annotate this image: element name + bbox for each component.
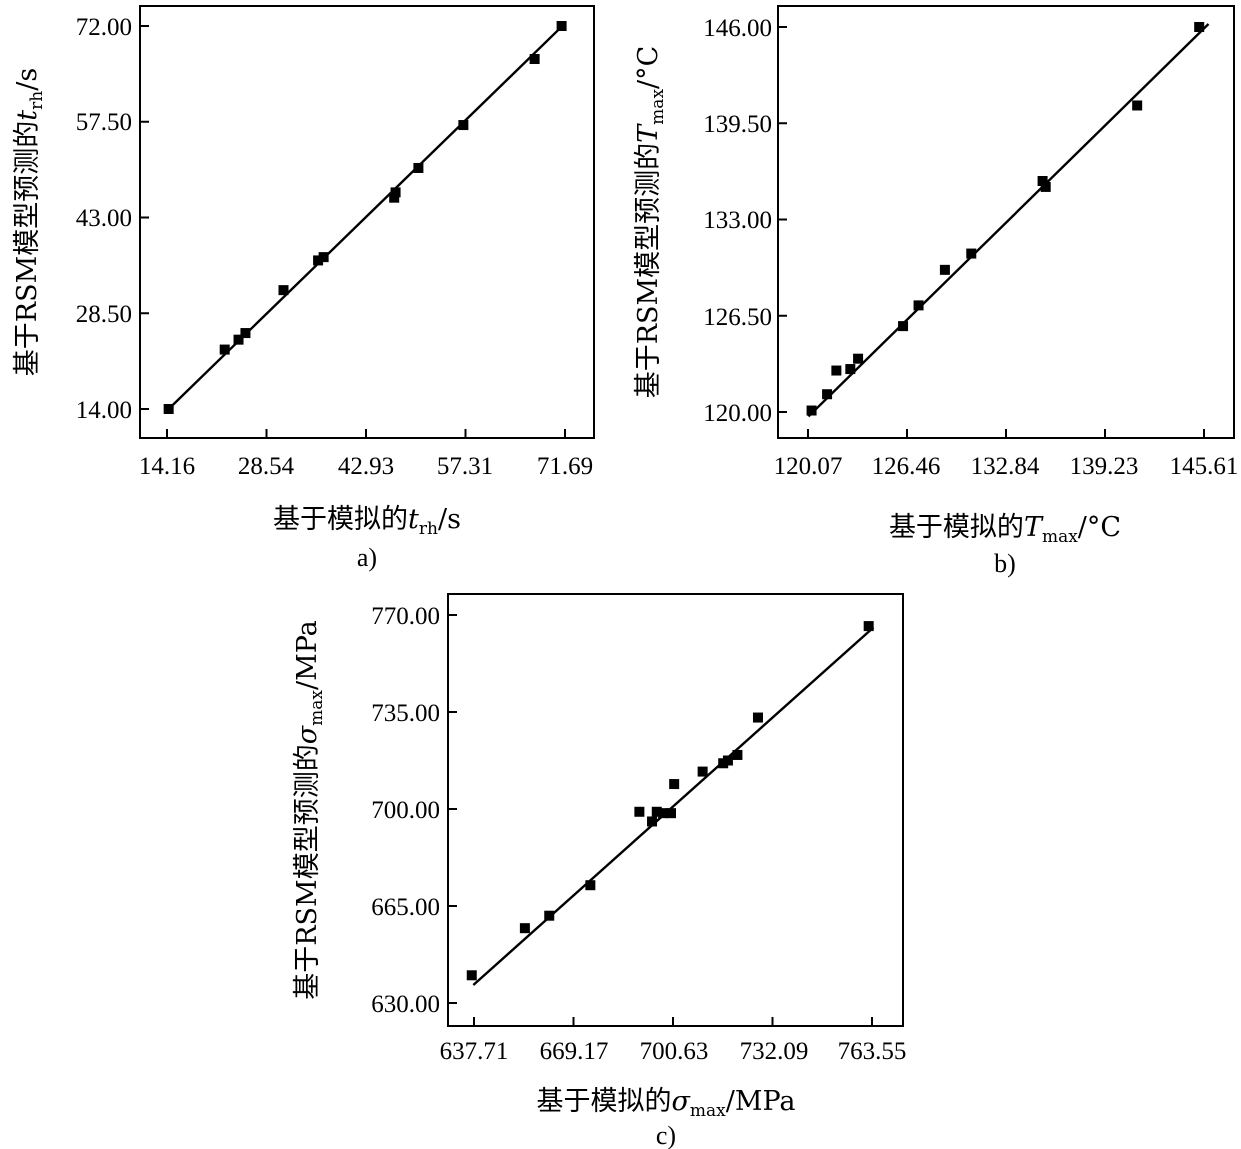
data-point — [669, 779, 680, 790]
ticks-a — [140, 25, 566, 438]
ytick-label: 630.00 — [371, 991, 440, 1018]
xtick-label: 145.61 — [1170, 453, 1239, 480]
data-point — [853, 353, 864, 364]
ytick-label: 133.00 — [703, 207, 772, 234]
panel-a: 14.00 28.50 43.00 57.50 72.00 14.16 28.5… — [12, 5, 595, 572]
caption-a: a) — [357, 543, 377, 572]
data-point — [585, 880, 596, 891]
ytick-labels-c: 630.00 665.00 700.00 735.00 770.00 — [371, 603, 440, 1018]
data-point — [732, 749, 743, 760]
xtick-label: 132.84 — [971, 453, 1040, 480]
panel-b: 120.00 126.50 133.00 139.50 146.00 120.0… — [633, 5, 1239, 578]
plot-area-a — [139, 5, 595, 439]
data-point — [313, 255, 324, 266]
data-point — [863, 621, 874, 632]
x-axis-label-a: 基于模拟的trh/s — [273, 504, 461, 539]
panel-c: 630.00 665.00 700.00 735.00 770.00 637.7… — [292, 593, 907, 1149]
xtick-label: 732.09 — [740, 1038, 809, 1065]
xtick-label: 637.71 — [440, 1038, 509, 1065]
xtick-label: 14.16 — [139, 453, 195, 480]
ytick-labels-b: 120.00 126.50 133.00 139.50 146.00 — [703, 15, 772, 427]
data-point — [413, 162, 424, 173]
data-point — [658, 808, 669, 819]
caption-c: c) — [656, 1121, 676, 1149]
data-point — [529, 54, 540, 65]
xtick-label: 763.55 — [838, 1038, 907, 1065]
ytick-label: 28.50 — [76, 301, 132, 328]
caption-b: b) — [994, 549, 1016, 578]
ytick-label: 735.00 — [371, 700, 440, 727]
data-point — [390, 187, 401, 198]
data-point — [913, 300, 924, 311]
x-axis-label-b: 基于模拟的Tmax/°C — [889, 512, 1121, 547]
data-point — [939, 264, 950, 275]
y-axis-label-b: 基于RSM模型预测的Tmax/°C — [633, 46, 668, 399]
xtick-label: 669.17 — [540, 1038, 609, 1065]
ticks-c — [448, 614, 873, 1026]
data-point — [822, 389, 833, 400]
xtick-label: 139.23 — [1070, 453, 1139, 480]
xtick-labels-a: 14.16 28.54 42.93 57.31 71.69 — [139, 453, 593, 480]
data-point — [666, 808, 677, 819]
xtick-label: 120.07 — [774, 453, 843, 480]
ytick-label: 139.50 — [703, 111, 772, 138]
data-point — [966, 248, 977, 259]
data-point — [1037, 176, 1048, 186]
data-point — [845, 364, 856, 375]
data-point — [389, 192, 400, 203]
ytick-label: 43.00 — [76, 205, 132, 232]
data-point — [634, 806, 645, 817]
data-point — [647, 816, 658, 827]
xtick-label: 71.69 — [537, 453, 593, 480]
xtick-label: 42.93 — [338, 453, 394, 480]
ytick-label: 72.00 — [76, 14, 132, 41]
y-axis-label-a: 基于RSM模型预测的trh/s — [12, 68, 47, 376]
ytick-labels-a: 14.00 28.50 43.00 57.50 72.00 — [76, 14, 132, 424]
xtick-label: 28.54 — [238, 453, 295, 480]
data-point — [806, 405, 817, 416]
data-point — [466, 970, 477, 981]
data-point — [1194, 22, 1205, 32]
xtick-label: 126.46 — [872, 453, 941, 480]
fit-line-b — [807, 23, 1210, 418]
data-point — [697, 766, 708, 777]
ytick-label: 14.00 — [76, 397, 132, 424]
x-axis-label-c: 基于模拟的σmax/MPa — [536, 1086, 795, 1121]
ticks-b — [778, 26, 1205, 438]
data-point — [651, 806, 662, 817]
xtick-labels-c: 637.71 669.17 700.63 732.09 763.55 — [440, 1038, 907, 1065]
data-point — [219, 344, 230, 355]
data-point — [752, 712, 763, 723]
ytick-label: 120.00 — [703, 400, 772, 427]
data-point — [898, 321, 909, 332]
points-b — [806, 22, 1205, 416]
ytick-label: 770.00 — [371, 603, 440, 630]
data-point — [1040, 181, 1051, 192]
ytick-label: 126.50 — [703, 304, 772, 331]
y-axis-label-c: 基于RSM模型预测的σmax/MPa — [292, 620, 327, 1000]
ytick-label: 146.00 — [703, 15, 772, 42]
data-point — [519, 923, 530, 934]
data-point — [831, 365, 842, 376]
ytick-label: 57.50 — [76, 109, 132, 136]
ytick-label: 665.00 — [371, 894, 440, 921]
xtick-label: 57.31 — [437, 453, 493, 480]
xtick-labels-b: 120.07 126.46 132.84 139.23 145.61 — [774, 453, 1239, 480]
fit-line-c — [472, 626, 875, 986]
xtick-label: 700.63 — [640, 1038, 709, 1065]
fit-line-a — [167, 21, 567, 410]
ytick-label: 700.00 — [371, 797, 440, 824]
data-point — [1132, 100, 1143, 111]
data-point — [722, 755, 733, 766]
data-point — [278, 285, 289, 296]
data-point — [458, 120, 469, 131]
points-c — [466, 621, 874, 981]
